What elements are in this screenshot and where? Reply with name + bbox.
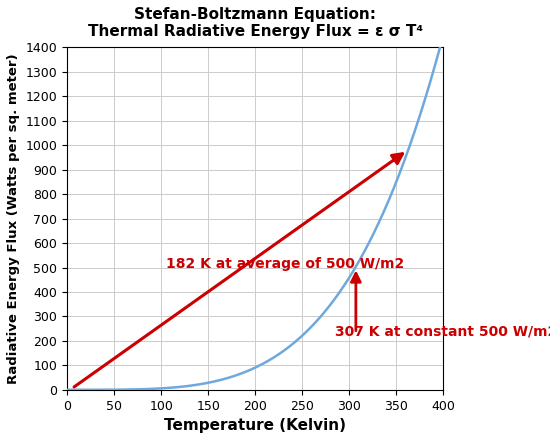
Text: 182 K at average of 500 W/m2: 182 K at average of 500 W/m2 [166, 257, 404, 271]
X-axis label: Temperature (Kelvin): Temperature (Kelvin) [164, 418, 346, 433]
Text: 307 K at constant 500 W/m2: 307 K at constant 500 W/m2 [335, 325, 550, 339]
Y-axis label: Radiative Energy Flux (Watts per sq. meter): Radiative Energy Flux (Watts per sq. met… [7, 53, 20, 384]
Title: Stefan-Boltzmann Equation:
Thermal Radiative Energy Flux = ε σ T⁴: Stefan-Boltzmann Equation: Thermal Radia… [87, 7, 423, 39]
